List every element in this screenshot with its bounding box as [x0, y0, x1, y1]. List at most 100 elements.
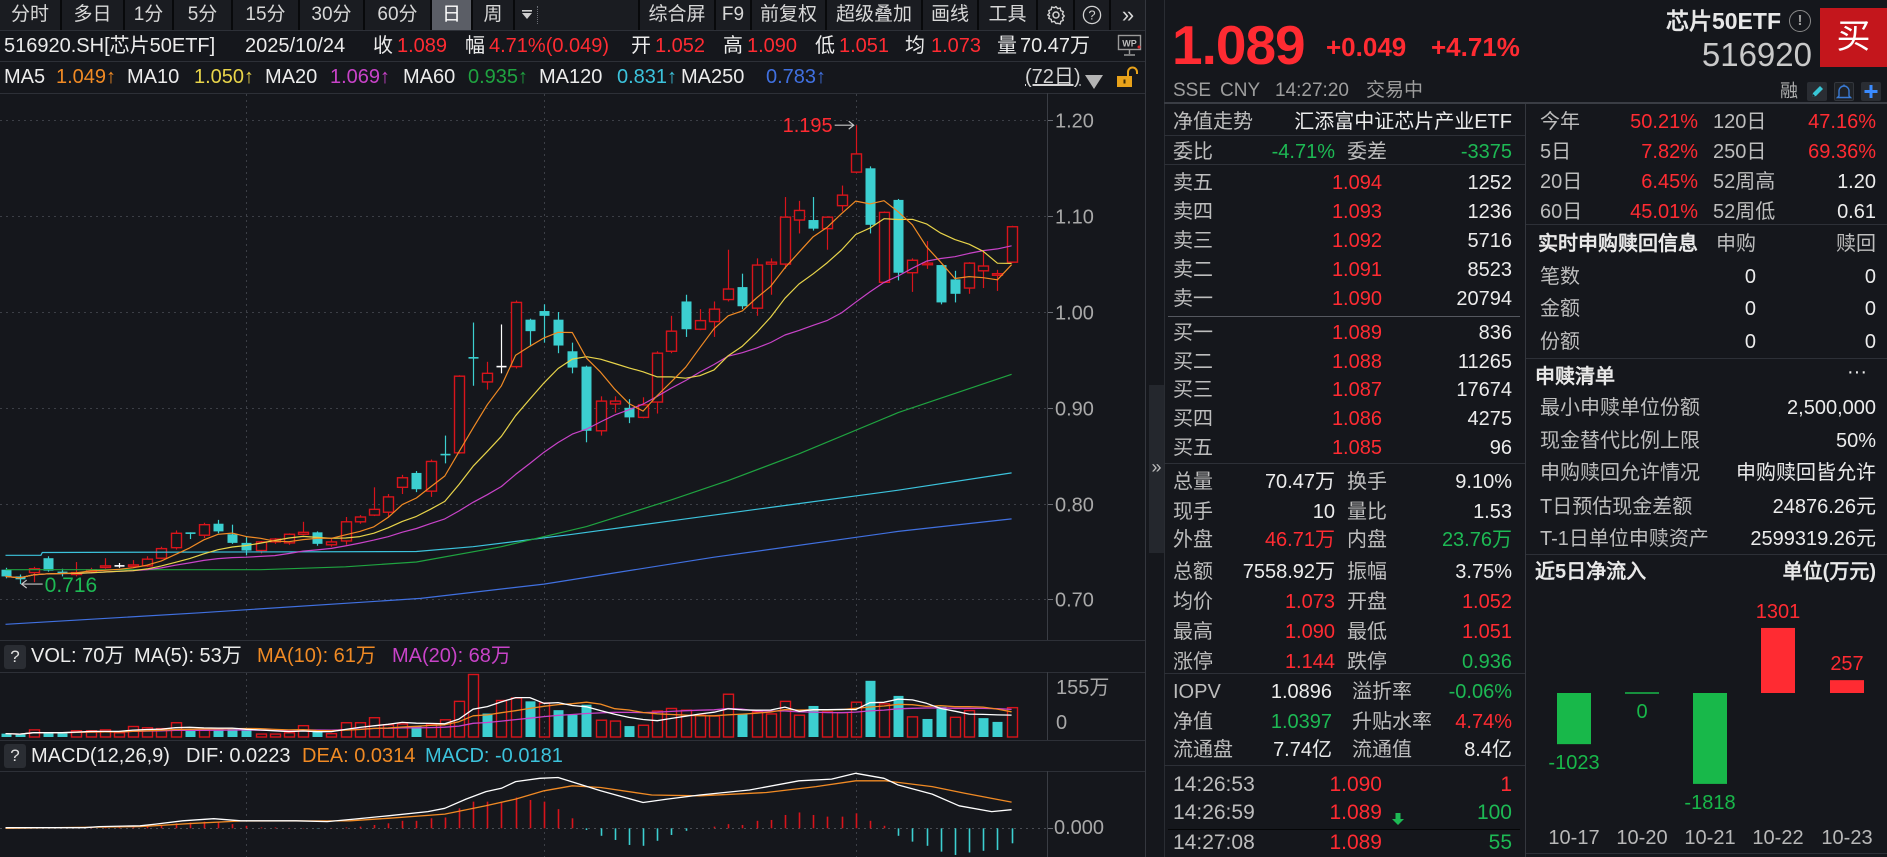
help-icon: ? — [1082, 5, 1102, 25]
exchange-label: SSE — [1173, 80, 1212, 101]
stat-row: 涨停 1.144 跌停 0.936 — [1164, 648, 1524, 676]
expand-button[interactable]: » — [1109, 0, 1145, 30]
divider — [1168, 829, 1520, 830]
composite-screen-button[interactable]: 综合屏 — [638, 0, 714, 30]
macd-dif: DIF: 0.0223 — [186, 745, 291, 767]
ask-level-label: 卖一 — [1173, 288, 1213, 310]
panel-collapse-handle[interactable]: » — [1149, 385, 1164, 553]
divider — [0, 93, 1145, 94]
creation-redemption-row: 份额 0 0 — [1528, 328, 1887, 356]
tab-60min[interactable]: 60分 — [365, 0, 432, 30]
etf-stat-label: IOPV — [1173, 681, 1221, 703]
ask-row[interactable]: 卖四 1.093 1236 — [1164, 198, 1524, 226]
tab-30min[interactable]: 30分 — [300, 0, 365, 30]
range-selector[interactable]: (72日) — [1025, 66, 1081, 88]
bid-level-label: 买四 — [1173, 408, 1213, 430]
drawing-button[interactable]: 画线 — [921, 0, 977, 30]
f9-button[interactable]: F9 — [714, 0, 750, 30]
kline-chart[interactable]: 1.20 1.10 1.00 0.90 0.80 0.70 1.195 0.716 — [0, 0, 1145, 857]
candle-body-up — [765, 261, 778, 265]
wp-monitor-button[interactable]: WP — [1117, 34, 1143, 67]
settings-button[interactable] — [1036, 0, 1073, 30]
stat-value: 7558.92万 — [1242, 561, 1335, 583]
ask-price: 1.092 — [1331, 230, 1382, 252]
tick-price: 1.089 — [1329, 801, 1382, 824]
stat-value: 3.75% — [1455, 561, 1512, 583]
bid-row[interactable]: 买三 1.087 17674 — [1164, 376, 1524, 404]
tab-5min[interactable]: 5分 — [174, 0, 233, 30]
pcf-row: 申购赎回允许情况 申购赎回皆允许 — [1528, 459, 1887, 487]
stat-value: 1.090 — [1284, 621, 1335, 643]
stat-label: 现手 — [1173, 501, 1213, 523]
volume-bar-down — [893, 695, 904, 737]
volume-bar-down — [525, 701, 536, 737]
super-overlay-button[interactable]: 超级叠加 — [825, 0, 921, 30]
bid-row[interactable]: 买五 1.085 96 — [1164, 434, 1524, 462]
forward-adjust-button[interactable]: 前复权 — [750, 0, 825, 30]
tab-weekly[interactable]: 周 — [473, 0, 515, 30]
creation-redemption-row: 金额 0 0 — [1528, 295, 1887, 323]
redeem-value: 0 — [1864, 331, 1876, 353]
net-inflow-value-label: -1818 — [1684, 792, 1735, 814]
tab-multi-day[interactable]: 多日 — [62, 0, 125, 30]
volume-bar-up — [99, 729, 112, 738]
ask-row[interactable]: 卖二 1.091 8523 — [1164, 256, 1524, 284]
candle-body-up — [921, 262, 934, 266]
volume-help-button[interactable]: ? — [4, 645, 26, 669]
tab-1min[interactable]: 1分 — [125, 0, 174, 30]
more-options-button[interactable]: ··· — [1847, 361, 1867, 383]
add-watchlist-button[interactable] — [1861, 82, 1881, 101]
tools-button[interactable]: 工具 — [977, 0, 1036, 30]
range-dropdown-button[interactable] — [1084, 69, 1104, 100]
return-value: 1.20 — [1837, 171, 1876, 193]
candle-body-up — [595, 400, 608, 432]
price-axis-label: 1.10 — [1055, 207, 1094, 229]
candle-body-up — [850, 153, 863, 173]
creation-redemption-row: 笔数 0 0 — [1528, 263, 1887, 291]
ma20-value: 1.069↑ — [330, 66, 391, 88]
return-row: 20日 6.45% 52周高 1.20 — [1528, 168, 1887, 196]
bid-row[interactable]: 买一 1.089 836 — [1164, 319, 1524, 347]
volume-ma20-line — [5, 707, 1012, 735]
close-value: 1.089 — [397, 35, 448, 57]
return-label: 60日 — [1540, 201, 1583, 223]
bid-row[interactable]: 买四 1.086 4275 — [1164, 405, 1524, 433]
etf-stat-label: 升贴水率 — [1352, 711, 1432, 733]
high-value: 1.090 — [747, 35, 798, 57]
buy-button[interactable]: 买 — [1820, 8, 1887, 67]
lock-toggle[interactable] — [1115, 66, 1139, 98]
alert-button[interactable] — [1834, 82, 1854, 101]
stat-label: 最高 — [1173, 621, 1213, 643]
period-more-dropdown[interactable] — [518, 6, 536, 24]
ask-row[interactable]: 卖三 1.092 5716 — [1164, 227, 1524, 255]
return-value: 0.61 — [1837, 201, 1876, 223]
ask-row[interactable]: 卖一 1.090 20794 — [1164, 285, 1524, 313]
stat-value: 70.47万 — [1264, 471, 1335, 493]
volume-bar-down — [624, 726, 635, 737]
edit-button[interactable] — [1807, 82, 1827, 101]
tab-daily[interactable]: 日 — [432, 0, 473, 30]
high-marker-arrowhead — [848, 120, 855, 130]
bid-level-label: 买一 — [1173, 322, 1213, 344]
etf-stat-value: -0.06% — [1448, 681, 1512, 703]
tab-intraday[interactable]: 分时 — [0, 0, 62, 30]
bid-level-label: 买五 — [1173, 437, 1213, 459]
pcf-value: 50% — [1835, 430, 1876, 452]
tab-15min[interactable]: 15分 — [233, 0, 300, 30]
quote-time: 14:27:20 — [1275, 80, 1349, 101]
info-icon[interactable]: ! — [1789, 10, 1811, 32]
pcf-row: 现金替代比例上限 50% — [1528, 427, 1887, 455]
candle-body-up — [198, 523, 211, 536]
stat-row: 最高 1.090 最低 1.051 — [1164, 618, 1524, 646]
trade-tick-row: 14:27:08 1.089 55 — [1164, 829, 1524, 857]
candle-body-up — [425, 460, 438, 492]
ask-row[interactable]: 卖五 1.094 1252 — [1164, 169, 1524, 197]
volume-bar-up — [637, 724, 650, 738]
macd-help-button[interactable]: ? — [4, 744, 26, 768]
nav-trend-row[interactable]: 净值走势 汇添富中证芯片产业ETF — [1164, 108, 1524, 136]
help-button[interactable]: ? — [1073, 0, 1109, 30]
candle-body-up — [878, 211, 891, 284]
net-inflow-value-label: 1301 — [1756, 601, 1801, 623]
bid-row[interactable]: 买二 1.088 11265 — [1164, 348, 1524, 376]
stat-value: 10 — [1312, 501, 1335, 523]
